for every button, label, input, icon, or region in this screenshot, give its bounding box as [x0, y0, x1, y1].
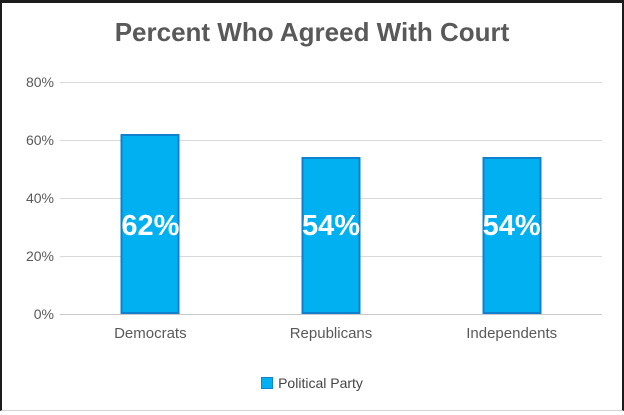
category-label: Democrats — [114, 325, 187, 342]
x-axis-category-labels: Democrats Republicans Independents — [60, 325, 602, 342]
gridline — [60, 140, 602, 141]
bar-data-label: 62% — [121, 210, 180, 242]
category-label: Republicans — [289, 325, 373, 342]
legend[interactable]: Political Party — [2, 375, 622, 391]
bar-slot: 54% — [241, 82, 422, 314]
legend-swatch-icon — [261, 377, 274, 389]
gridline — [60, 314, 602, 315]
plot-area: 80% 60% 40% 20% 0% 62% 54% 54% — [26, 74, 602, 322]
y-axis-tick-label: 40% — [25, 190, 54, 206]
y-axis-tick-label: 60% — [25, 132, 54, 148]
bar-series: 62% 54% 54% — [60, 82, 602, 314]
bar-republicans[interactable] — [301, 157, 361, 314]
y-axis-tick-label: 20% — [25, 248, 54, 264]
legend-label: Political Party — [278, 375, 363, 391]
bar-independents[interactable] — [482, 157, 542, 314]
chart-title[interactable]: Percent Who Agreed With Court — [114, 17, 510, 47]
gridline — [60, 82, 602, 83]
bar-data-label: 54% — [482, 210, 541, 242]
bar-data-label: 54% — [301, 210, 361, 242]
bar-democrats[interactable] — [120, 134, 180, 314]
category-label: Independents — [466, 325, 558, 342]
bar-slot: 54% — [421, 82, 602, 314]
y-axis-tick-label: 80% — [25, 74, 54, 90]
y-axis-tick-label: 0% — [33, 306, 54, 322]
bar-slot: 62% — [60, 82, 241, 314]
